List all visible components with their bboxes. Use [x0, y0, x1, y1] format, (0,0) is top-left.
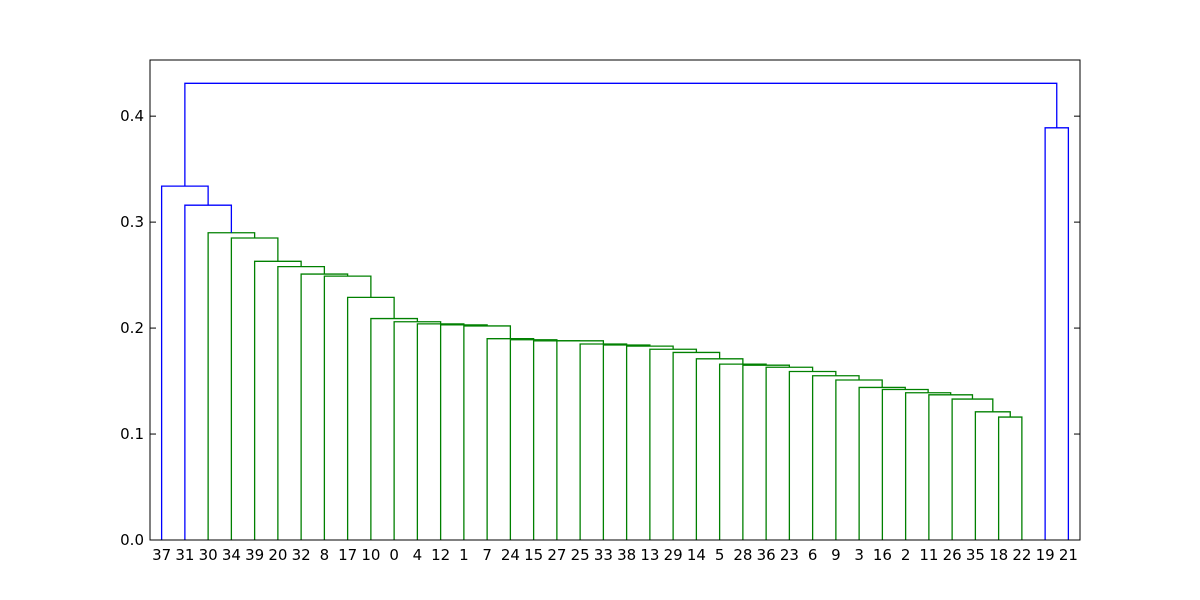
x-tick-label: 23 [780, 546, 799, 564]
x-tick-label: 15 [524, 546, 543, 564]
x-tick-label: 17 [338, 546, 357, 564]
dendrogram-link [765, 366, 814, 540]
y-tick-label: 0.1 [120, 425, 144, 443]
dendrogram-link [486, 338, 535, 540]
x-tick-label: 38 [617, 546, 636, 564]
x-tick-label: 37 [152, 546, 171, 564]
x-tick-label: 14 [687, 546, 706, 564]
y-tick-label: 0.0 [120, 531, 144, 549]
x-tick-label: 24 [501, 546, 520, 564]
dendrogram-link [625, 345, 674, 540]
dendrogram-link [579, 343, 628, 540]
dendrogram-link [718, 363, 767, 540]
x-tick-label: 20 [268, 546, 287, 564]
x-tick-label: 28 [733, 546, 752, 564]
x-tick-label: 8 [320, 546, 330, 564]
dendrogram-links [160, 82, 1070, 540]
x-tick-label: 5 [715, 546, 725, 564]
dendrogram-link [974, 411, 1011, 540]
dendrogram-link [300, 273, 349, 540]
x-tick-label: 9 [831, 546, 841, 564]
x-tick-label: 34 [222, 546, 241, 564]
x-tick-label: 16 [873, 546, 892, 564]
dendrogram-link [277, 265, 326, 540]
y-tick-label: 0.3 [120, 213, 144, 231]
dendrogram-link [532, 340, 581, 540]
x-tick-label: 4 [413, 546, 423, 564]
x-tick-label: 18 [989, 546, 1008, 564]
x-tick-label: 30 [199, 546, 218, 564]
dendrogram-link [323, 275, 372, 540]
x-tick-label: 13 [640, 546, 659, 564]
x-tick-label: 22 [1012, 546, 1031, 564]
dendrogram-link [904, 392, 952, 540]
x-tick-label: 36 [757, 546, 776, 564]
dendrogram-link [695, 358, 744, 540]
y-tick-label: 0.2 [120, 319, 144, 337]
x-tick-label: 6 [808, 546, 818, 564]
dendrogram-link [928, 394, 974, 540]
dendrogram-link [742, 364, 791, 540]
y-tick-label: 0.4 [120, 107, 144, 125]
x-tick-label: 33 [594, 546, 613, 564]
x-tick-label: 31 [175, 546, 194, 564]
x-tick-label: 32 [292, 546, 311, 564]
x-tick-label: 10 [361, 546, 380, 564]
x-tick-label: 35 [966, 546, 985, 564]
dendrogram-link [649, 348, 698, 540]
x-tick-label: 11 [919, 546, 938, 564]
x-tick-label: 2 [901, 546, 911, 564]
x-tick-label: 3 [854, 546, 864, 564]
dendrogram-link [393, 321, 442, 540]
x-tick-label: 26 [943, 546, 962, 564]
x-tick-label: 25 [571, 546, 590, 564]
dendrogram-link [184, 82, 1058, 187]
dendrogram-link [160, 185, 209, 540]
dendrogram-link [997, 416, 1023, 540]
dendrogram-link [951, 398, 994, 540]
dendrogram-link [184, 204, 233, 540]
x-tick-label: 19 [1036, 546, 1055, 564]
x-tick-label: 0 [389, 546, 399, 564]
x-tick-label: 39 [245, 546, 264, 564]
x-tick-label: 7 [482, 546, 492, 564]
x-tick-label: 12 [431, 546, 450, 564]
x-tick-label: 21 [1059, 546, 1078, 564]
x-tick-label: 1 [459, 546, 469, 564]
y-axis: 0.0 0.1 0.2 0.3 0.4 [120, 107, 1080, 549]
x-tick-label: 29 [664, 546, 683, 564]
dendrogram-link [1044, 127, 1070, 540]
x-tick-label: 27 [547, 546, 566, 564]
plot-area-frame [149, 59, 1081, 541]
x-axis: 37 31 30 34 39 20 32 8 17 10 0 4 12 1 7 24 15 27 25 33 38 13 2… [152, 546, 1078, 564]
dendrogram-link [346, 296, 395, 540]
dendrogram-link [811, 375, 860, 540]
dendrogram-link [439, 324, 488, 540]
